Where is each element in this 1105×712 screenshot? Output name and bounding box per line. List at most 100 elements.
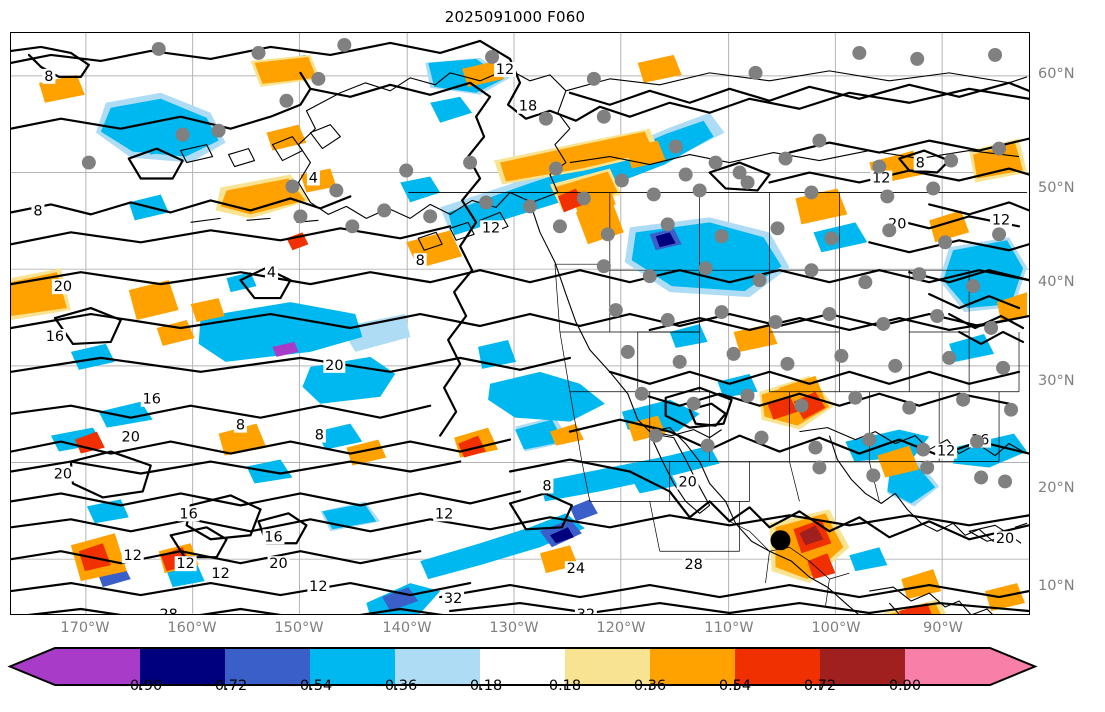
station-dot (485, 49, 500, 64)
colorbar-svg (7, 647, 1038, 690)
station-dot (642, 269, 657, 284)
colorbar-segment[interactable] (650, 648, 735, 685)
station-dot (824, 231, 839, 246)
station-dot (686, 396, 701, 411)
station-dot (600, 227, 615, 242)
lon-label-90w: 90°W (922, 620, 964, 636)
station-dot (329, 183, 344, 198)
station-dot (876, 317, 891, 331)
station-dot (852, 45, 867, 60)
station-dot (882, 223, 897, 238)
contour-label: 12 (872, 170, 890, 186)
station-dot (748, 65, 763, 80)
station-dot (151, 41, 166, 56)
colorbar-segment[interactable] (395, 648, 480, 685)
station-dot (211, 123, 226, 138)
station-dot (345, 219, 360, 234)
station-dot (293, 209, 308, 224)
station-dot (479, 195, 494, 210)
station-dot (974, 470, 989, 485)
colorbar-segment[interactable] (735, 648, 820, 685)
station-dot (780, 356, 795, 371)
contour-label-backdrop (234, 417, 248, 433)
colorbar-outline (7, 647, 1038, 686)
station-dot (930, 309, 945, 324)
contour-label-backdrop (494, 61, 517, 77)
station-dot (698, 261, 713, 276)
colorbar-segment[interactable] (820, 648, 905, 685)
lat-label-60n: 60°N (1038, 66, 1075, 82)
station-dot (646, 187, 661, 202)
station-dot (834, 348, 849, 363)
station-dot (538, 111, 553, 126)
contour-label: 12 (211, 566, 229, 582)
contour-label: 12 (992, 212, 1010, 228)
contour-label: 28 (159, 607, 177, 614)
colorbar-segment[interactable] (480, 648, 565, 685)
station-dot (714, 229, 729, 244)
contour-label: 12 (309, 579, 327, 595)
colorbar-segment[interactable] (565, 648, 650, 685)
station-dot (668, 139, 683, 154)
contour-label: 16 (179, 506, 197, 522)
contour-label-backdrop (174, 556, 197, 572)
storm-center-dot (770, 530, 791, 551)
contour-label: 12 (124, 548, 142, 564)
station-dot (692, 183, 707, 198)
contour-label: 24 (567, 561, 585, 577)
station-dot (992, 227, 1007, 242)
station-dot (858, 275, 873, 290)
contour-label: 16 (46, 329, 64, 345)
page-title: 2025091000 F060 (444, 8, 586, 26)
contour-label-backdrop (262, 529, 285, 545)
station-dot (754, 430, 769, 445)
contour-label-backdrop (990, 212, 1013, 228)
station-dot (822, 307, 837, 322)
station-dots (81, 37, 1019, 489)
colorbar-tick-label: 0.36 (633, 678, 667, 694)
lon-label-160w: 160°W (167, 620, 217, 636)
colorbar-segment[interactable] (10, 648, 140, 685)
map-plot-area[interactable]: 8 12 18 8 12 4 12 20 12 8 8 4 20 16 20 16 8 20 8 16 20 12 16 12… (10, 32, 1030, 615)
station-dot (998, 474, 1013, 489)
colorbar-tick-label: 0.90 (888, 678, 922, 694)
lon-label-120w: 120°W (596, 620, 646, 636)
contour-label-backdrop (935, 443, 958, 459)
contour-label: 4 (309, 170, 318, 186)
contour-label: 8 (315, 428, 324, 444)
station-dot (337, 37, 352, 52)
contour-label: 12 (482, 220, 500, 236)
lon-label-150w: 150°W (274, 620, 324, 636)
station-dot (912, 267, 927, 282)
colorbar-segment[interactable] (905, 648, 1035, 685)
contour-label-backdrop (323, 357, 346, 373)
station-dot (726, 346, 741, 361)
station-dot (740, 175, 755, 190)
station-dot (804, 185, 819, 200)
contour-label: 12 (435, 506, 453, 522)
contour-label-backdrop (51, 466, 74, 482)
colorbar[interactable] (0, 645, 1105, 712)
lat-label-50n: 50°N (1038, 180, 1075, 196)
contour-label: 8 (33, 203, 42, 219)
contour-label: 4 (267, 265, 276, 281)
station-dot (916, 442, 931, 457)
lon-label-110w: 110°W (704, 620, 754, 636)
contour-label-backdrop (265, 265, 278, 281)
station-dot (920, 460, 935, 475)
colorbar-tick-label: −0.90 (117, 678, 163, 694)
colorbar-segment[interactable] (225, 648, 310, 685)
colorbar-tick-label: 0.72 (803, 678, 837, 694)
colorbar-segment[interactable] (310, 648, 395, 685)
contour-label-backdrop (119, 429, 142, 445)
station-dot (714, 305, 729, 320)
colorbar-segment[interactable] (140, 648, 225, 685)
station-dot (804, 263, 819, 278)
station-dot (942, 350, 957, 365)
station-dot (614, 173, 629, 188)
contour-label: 16 (264, 529, 282, 545)
station-dot (984, 321, 999, 335)
station-dot (808, 440, 823, 455)
station-dot (740, 388, 755, 403)
